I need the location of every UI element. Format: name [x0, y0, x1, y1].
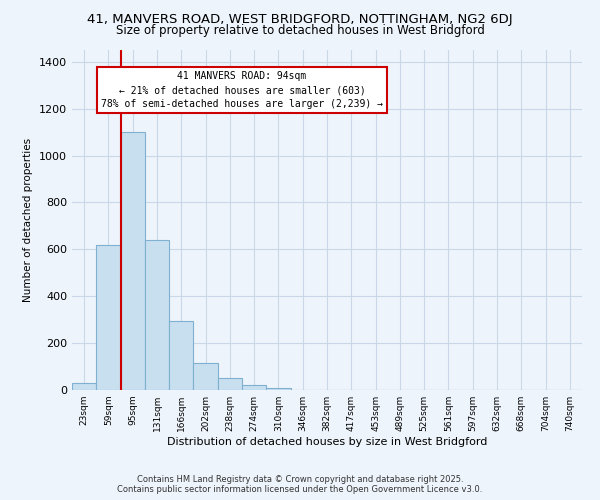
Bar: [169, 321, 193, 390]
X-axis label: Distribution of detached houses by size in West Bridgford: Distribution of detached houses by size …: [167, 437, 487, 447]
Text: 41 MANVERS ROAD: 94sqm
← 21% of detached houses are smaller (603)
78% of semi-de: 41 MANVERS ROAD: 94sqm ← 21% of detached…: [101, 71, 383, 109]
Bar: [72, 383, 96, 390]
Bar: [145, 240, 169, 390]
Bar: [121, 132, 145, 390]
Bar: [242, 386, 266, 390]
Bar: [218, 378, 242, 390]
Bar: [96, 244, 121, 390]
Text: Contains HM Land Registry data © Crown copyright and database right 2025.
Contai: Contains HM Land Registry data © Crown c…: [118, 474, 482, 494]
Text: 41, MANVERS ROAD, WEST BRIDGFORD, NOTTINGHAM, NG2 6DJ: 41, MANVERS ROAD, WEST BRIDGFORD, NOTTIN…: [87, 12, 513, 26]
Bar: [193, 363, 218, 390]
Text: Size of property relative to detached houses in West Bridgford: Size of property relative to detached ho…: [116, 24, 484, 37]
Y-axis label: Number of detached properties: Number of detached properties: [23, 138, 34, 302]
Bar: [266, 388, 290, 390]
